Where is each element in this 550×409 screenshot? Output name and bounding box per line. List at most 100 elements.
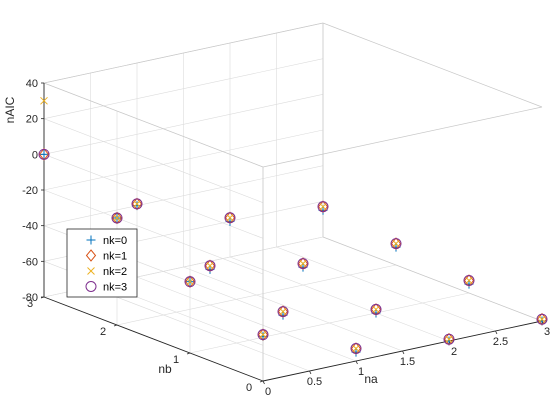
marker-stroke (131, 198, 143, 210)
data-point-nk-3 (38, 148, 50, 160)
data-point-nk-3 (536, 313, 548, 325)
data-point-nk-2 (299, 259, 307, 268)
marker-stroke (87, 267, 95, 275)
y-tick (259, 380, 264, 383)
data-point-nk-2 (445, 335, 453, 344)
data-point-nk-2 (206, 261, 214, 270)
floor-grid-line (189, 292, 470, 354)
data-point-nk-3 (257, 329, 269, 341)
y-axis-label: nb (158, 362, 172, 376)
marker-stroke (133, 200, 141, 208)
marker-stroke (390, 238, 402, 250)
marker-stroke (204, 260, 216, 272)
z-tick-label: 0 (32, 149, 38, 161)
z-tick-label: -20 (22, 185, 38, 197)
data-point-nk-3 (317, 201, 329, 213)
data-point-nk-3 (224, 212, 236, 224)
data-point-nk-2 (226, 213, 234, 222)
marker-stroke (186, 277, 194, 286)
left-wall-grid-line (43, 189, 264, 275)
data-point-nk-3 (443, 333, 455, 345)
box-edge (322, 236, 543, 322)
z-tick-label: 40 (26, 78, 38, 90)
legend-label-nk-1: nk=1 (103, 251, 127, 263)
data-point-nk-3 (111, 212, 123, 224)
data-point-nk-2 (186, 277, 194, 286)
x-tick-label: 2.5 (493, 336, 508, 348)
marker-stroke (463, 275, 475, 287)
marker-stroke (113, 214, 121, 222)
data-point-nk-2 (133, 200, 141, 208)
box-edge (262, 106, 543, 168)
marker-stroke (352, 344, 360, 353)
data-point-nk-2 (538, 315, 546, 324)
marker-stroke (226, 213, 234, 222)
left-wall-grid-line (43, 118, 264, 203)
data-point-nk-2 (40, 96, 48, 105)
y-tick (186, 352, 191, 355)
legend-entry-nk-1: nk=1 (85, 249, 127, 263)
z-tick-label: -60 (22, 256, 38, 268)
x-tick (495, 330, 498, 335)
marker-stroke (206, 261, 214, 270)
legend: nk=0 nk=1 nk=2 nk=3 (66, 228, 138, 298)
legend-marker-nk-1 (85, 249, 97, 262)
floor-grid-line (229, 256, 450, 342)
marker-stroke (224, 212, 236, 224)
marker-stroke (259, 330, 267, 339)
data-point-nk-2 (352, 344, 360, 353)
marker-stroke (370, 303, 382, 315)
y-axis-line (43, 296, 264, 382)
floor-grid-line (183, 266, 403, 352)
data-point-nk-3 (297, 258, 309, 270)
marker-stroke (319, 202, 327, 211)
legend-label-nk-2: nk=2 (103, 266, 127, 278)
marker-stroke (372, 305, 380, 314)
back-wall-grid-line (43, 94, 324, 155)
x-tick-label: 1 (358, 366, 364, 378)
back-wall-grid-line (43, 58, 324, 119)
legend-box (66, 228, 138, 298)
marker-stroke (277, 306, 289, 318)
data-point-nk-3 (463, 275, 475, 287)
floor-grid-line (90, 286, 310, 372)
z-tick-label: -80 (22, 292, 38, 304)
data-point-nk-3 (350, 343, 362, 355)
z-axis-label: nAIC (3, 96, 17, 123)
z-tick-label: -40 (22, 221, 38, 233)
marker-stroke (279, 307, 287, 316)
marker-stroke (317, 201, 329, 213)
marker-stroke (443, 333, 455, 345)
legend-marker-nk-0 (86, 235, 96, 245)
marker-stroke (85, 281, 97, 292)
legend-entry-nk-2: nk=2 (87, 266, 127, 278)
data-point-nk-2 (372, 305, 380, 314)
x-tick (309, 370, 312, 375)
grid-lines (43, 22, 543, 382)
box-edge (43, 22, 324, 84)
y-tick (113, 324, 118, 327)
x-tick-label: 0.5 (307, 376, 322, 388)
x-tick (262, 380, 265, 385)
data-markers (38, 96, 548, 357)
x-tick-label: 3 (544, 326, 550, 338)
left-wall-grid-line (43, 154, 264, 239)
x-axis-label: na (364, 372, 378, 386)
y-tick-label: 2 (100, 326, 106, 338)
data-point-nk-2 (319, 202, 327, 211)
marker-stroke (299, 259, 307, 268)
y-tick-label: 3 (27, 298, 33, 310)
data-point-nk-3 (277, 306, 289, 318)
marker-stroke (111, 212, 123, 224)
marker-stroke (445, 335, 453, 344)
x-tick-label: 0 (265, 386, 271, 398)
x-tick (402, 350, 405, 355)
x-tick-label: 1.5 (400, 356, 415, 368)
legend-label-nk-3: nk=3 (103, 282, 127, 294)
legend-entry-nk-3: nk=3 (85, 281, 127, 294)
data-point-nk-2 (279, 307, 287, 316)
marker-stroke (85, 249, 97, 262)
marker-stroke (257, 329, 269, 341)
